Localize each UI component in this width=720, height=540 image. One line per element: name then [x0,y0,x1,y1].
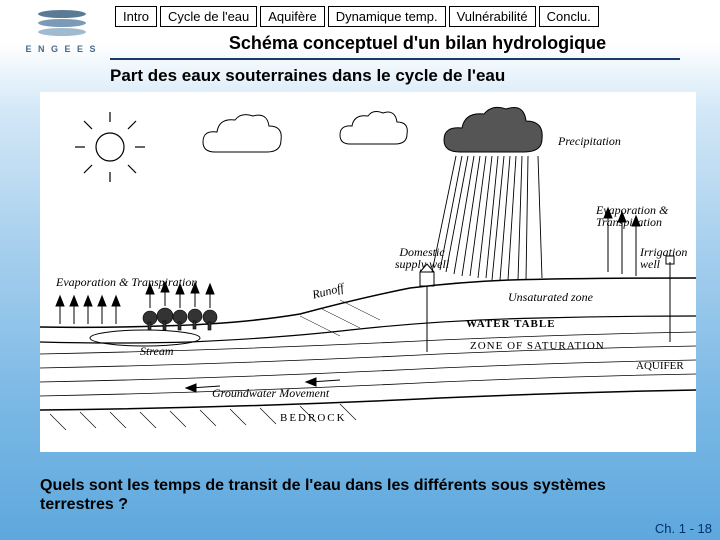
label-evap-left: Evaporation & Transpiration [56,275,197,290]
label-stream: Stream [140,344,174,359]
tab-conclu[interactable]: Conclu. [539,6,599,27]
tab-cycle[interactable]: Cycle de l'eau [160,6,257,27]
label-domestic: Domestic supply well [392,246,452,270]
bedrock-line [40,390,696,410]
label-aquifer: AQUIFER [636,360,684,372]
label-unsaturated: Unsaturated zone [508,290,593,305]
tab-vulnerabilite[interactable]: Vulnérabilité [449,6,536,27]
label-precipitation: Precipitation [558,134,621,149]
domestic-well-icon [420,264,434,352]
label-zone-sat: ZONE OF SATURATION [470,340,605,352]
tabs-row: Intro Cycle de l'eau Aquifère Dynamique … [115,4,720,33]
label-irrigation: Irrigation well [640,246,696,270]
tab-aquifere[interactable]: Aquifère [260,6,324,27]
logo-area: E N G E E S [0,8,115,54]
rain-cloud-icon [444,107,542,152]
header: E N G E E S Intro Cycle de l'eau Aquifèr… [0,0,720,58]
water-cycle-diagram: Precipitation Evaporation & Transpiratio… [40,92,696,452]
label-evap-right: Evaporation & Transpiration [596,204,686,228]
slide-question: Quels sont les temps de transit de l'eau… [40,476,660,514]
cloud-left-icon [203,115,281,152]
tab-intro[interactable]: Intro [115,6,157,27]
page-number: Ch. 1 - 18 [655,521,712,536]
label-water-table: WATER TABLE [466,318,556,330]
sun-icon [75,112,145,182]
water-table-line [40,316,696,343]
logo-icon [38,10,86,40]
slide-title: Schéma conceptuel d'un bilan hydrologiqu… [115,33,720,58]
cloud-mid-icon [340,112,407,144]
label-groundwater: Groundwater Movement [212,386,329,401]
logo-text: E N G E E S [25,44,97,54]
slide-subtitle: Part des eaux souterraines dans le cycle… [0,60,720,92]
label-bedrock: BEDROCK [280,412,347,424]
tab-dynamique[interactable]: Dynamique temp. [328,6,446,27]
